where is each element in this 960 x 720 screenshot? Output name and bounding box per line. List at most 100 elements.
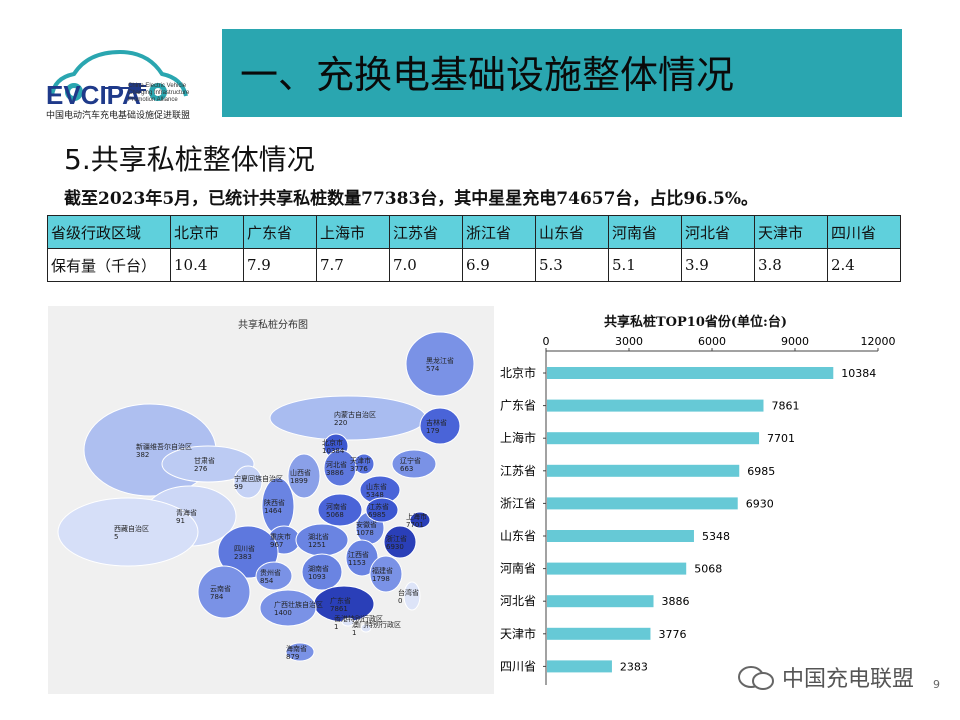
- map-province-name: 上海市: [406, 513, 427, 521]
- watermark-text: 中国充电联盟: [782, 667, 915, 692]
- map-province-8[interactable]: [323, 449, 357, 487]
- data-label: 3886: [662, 595, 690, 608]
- bar[interactable]: [547, 562, 687, 575]
- map-province-label: 青海省 91: [176, 509, 197, 525]
- table-header-cell: 天津市: [754, 215, 828, 249]
- map-province-29[interactable]: [403, 581, 421, 611]
- map-province-name: 吉林省: [426, 419, 447, 427]
- bar[interactable]: [547, 627, 651, 640]
- map-province-value: 5: [114, 533, 119, 541]
- map-province-value: 7861: [330, 605, 348, 613]
- map-province-0[interactable]: [405, 331, 475, 397]
- map-province-30[interactable]: [259, 589, 317, 627]
- bar[interactable]: [547, 497, 738, 510]
- map-province-value: 6985: [368, 511, 386, 519]
- map-province-name: 河南省: [326, 503, 347, 511]
- evcipa-logo: [50, 49, 188, 101]
- map-province-label: 台湾省 0: [398, 589, 419, 605]
- page-title: 一、充换电基础设施整体情况: [240, 53, 735, 97]
- data-label: 5348: [702, 530, 730, 543]
- map-province-value: 1464: [264, 507, 282, 515]
- map-province-label: 山西省 1899: [290, 469, 311, 485]
- map-province-20[interactable]: [383, 525, 417, 559]
- map-province-label: 贵州省 854: [260, 569, 281, 585]
- map-province-name: 浙江省: [386, 535, 407, 543]
- map-province-label: 宁夏回族自治区 99: [234, 475, 283, 491]
- map-province-19[interactable]: [57, 497, 199, 567]
- map-province-value: 6930: [386, 543, 404, 551]
- table-header-row: 省级行政区域 北京市 广东省 上海市 江苏省 浙江省 山东省 河南省 河北省 天…: [47, 215, 901, 249]
- map-province-13[interactable]: [317, 493, 363, 527]
- x-tick-label: 12000: [861, 335, 896, 348]
- map-province-value: 1153: [348, 559, 366, 567]
- map-province-6[interactable]: [391, 449, 437, 479]
- map-province-value: 1078: [356, 529, 374, 537]
- data-label: 2383: [620, 660, 648, 673]
- map-province-label: 江西省 1153: [348, 551, 369, 567]
- bar[interactable]: [547, 399, 764, 412]
- header-band: [222, 29, 902, 117]
- map-province-value: 854: [260, 577, 274, 585]
- map-province-label: 浙江省 6930: [386, 535, 407, 551]
- bar[interactable]: [547, 367, 834, 379]
- map-province-31[interactable]: [341, 617, 355, 627]
- bar[interactable]: [547, 464, 740, 477]
- map-province-32[interactable]: [360, 623, 372, 633]
- map-province-name: 湖北省: [308, 533, 329, 541]
- map-province-25[interactable]: [369, 555, 403, 593]
- map-province-name: 青海省: [176, 509, 197, 517]
- table-cell: 5.1: [608, 248, 682, 282]
- logo-org-name: 中国电动汽车充电基础设施促进联盟: [46, 111, 191, 121]
- map-province-2[interactable]: [419, 407, 461, 445]
- map-province-value: 1093: [308, 573, 326, 581]
- bar[interactable]: [547, 660, 612, 673]
- map-province-name: 山东省: [366, 483, 387, 491]
- map-province-10[interactable]: [233, 465, 263, 499]
- map-province-name: 天津市: [350, 457, 371, 465]
- map-province-4[interactable]: [161, 445, 255, 483]
- table-header-cell: 广东省: [243, 215, 317, 249]
- map-province-label: 香港特别行政区 1: [334, 615, 383, 631]
- map-province-name: 台湾省: [398, 589, 419, 597]
- map-province-33[interactable]: [285, 642, 315, 662]
- category-label: 天津市: [500, 626, 536, 641]
- map-province-label: 云南省 784: [210, 585, 231, 601]
- map-province-22[interactable]: [365, 497, 399, 523]
- map-province-name: 广西壮族自治区: [274, 601, 323, 609]
- table-cell: 3.9: [681, 248, 755, 282]
- map-province-name: 重庆市: [270, 533, 291, 541]
- summary-text: 截至2023年5月，已统计共享私桩数量77383台，其中星星充电74657台，占…: [64, 189, 758, 209]
- map-province-label: 江苏省 6985: [368, 503, 389, 519]
- table-cell: 10.4: [170, 248, 244, 282]
- map-province-24[interactable]: [301, 553, 343, 591]
- map-province-value: 276: [194, 465, 208, 473]
- bar[interactable]: [547, 432, 760, 445]
- map-province-name: 安徽省: [356, 521, 377, 529]
- map-province-value: 663: [400, 465, 414, 473]
- map-province-value: 220: [334, 419, 348, 427]
- map-province-label: 北京市 10384: [322, 439, 344, 455]
- map-province-name: 江西省: [348, 551, 369, 559]
- map-province-value: 1400: [274, 609, 292, 617]
- map-province-label: 新疆维吾尔自治区 382: [136, 443, 192, 459]
- table-header-cell: 上海市: [316, 215, 390, 249]
- category-label: 河南省: [500, 561, 536, 576]
- bar[interactable]: [547, 530, 694, 542]
- category-label: 河北省: [500, 594, 536, 608]
- bar-chart: 0 3000 6000 9000 12000 北京市 10384 广东省 7861 上海市 7701…: [500, 335, 896, 685]
- data-label: 7701: [767, 432, 795, 445]
- map-province-name: 广东省: [330, 597, 351, 605]
- map-province-9[interactable]: [287, 453, 321, 499]
- map-province-15[interactable]: [409, 511, 431, 529]
- map-province-name: 江苏省: [368, 503, 389, 511]
- section-title: 5.共享私桩整体情况: [64, 143, 315, 176]
- map-province-27[interactable]: [255, 561, 293, 591]
- logo-plug-icon: [102, 83, 146, 93]
- bar[interactable]: [547, 595, 654, 608]
- category-label: 北京市: [500, 365, 536, 380]
- data-label: 7861: [771, 400, 799, 413]
- map-province-26[interactable]: [197, 565, 251, 619]
- map-province-label: 澳门特别行政区 1: [352, 621, 401, 637]
- map-province-name: 贵州省: [260, 569, 281, 577]
- table-header-cell: 河北省: [681, 215, 755, 249]
